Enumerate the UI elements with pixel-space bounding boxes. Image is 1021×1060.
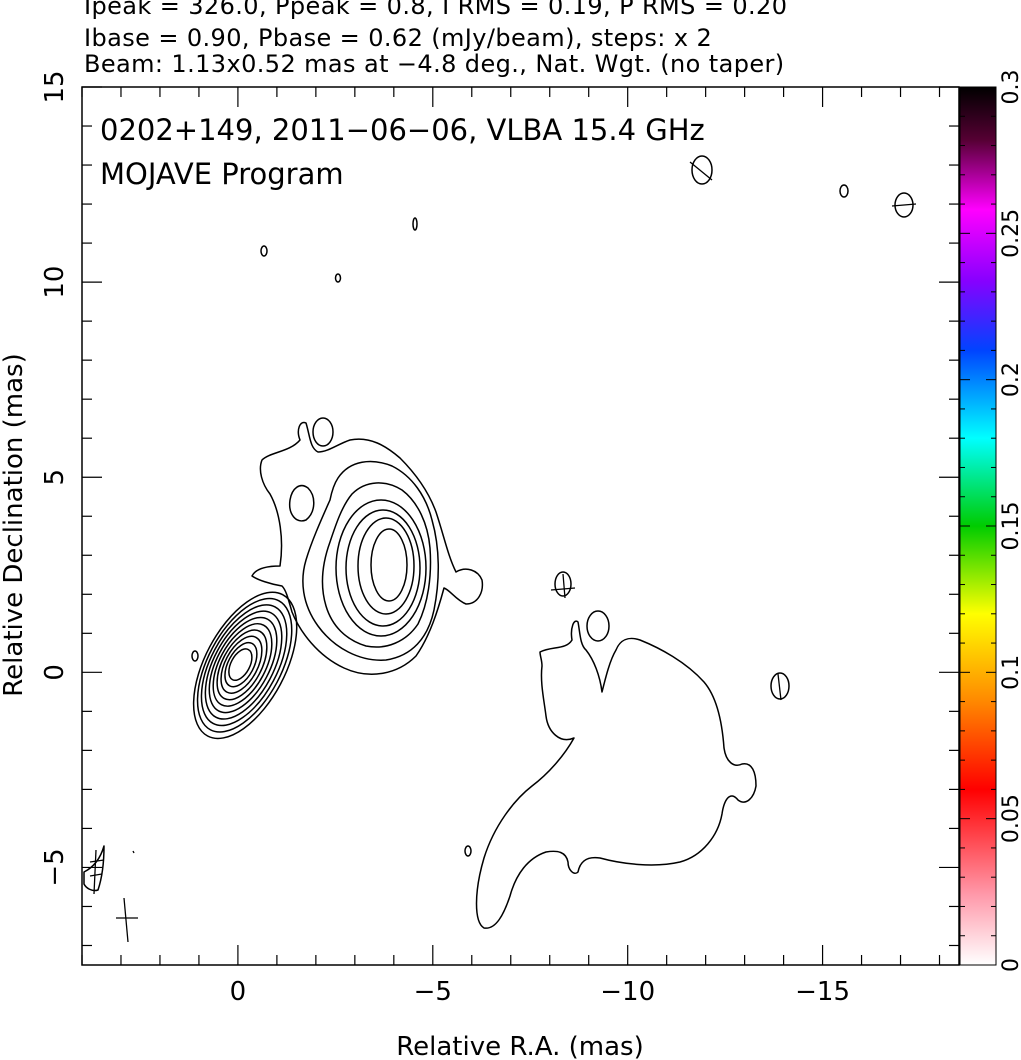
- map-title: 0202+149, 2011−06−06, VLBA 15.4 GHz: [100, 113, 705, 147]
- y-axis-label: Relative Declination (mas): [0, 353, 29, 696]
- core-contour: [192, 591, 298, 740]
- colorbar-tick-label: 0.2: [999, 362, 1021, 397]
- knot-contour-5: [345, 509, 421, 627]
- noise-contour: [770, 672, 790, 700]
- header-line-3: Beam: 1.13x0.52 mas at −4.8 deg., Nat. W…: [84, 50, 785, 78]
- core-contour: [228, 648, 253, 682]
- knot-blob-contour: [312, 417, 334, 447]
- pol-vector: [891, 203, 917, 207]
- noise-contour: [191, 650, 199, 662]
- pol-vectors: [89, 161, 917, 943]
- noise-contour: [839, 184, 849, 198]
- pol-vector: [550, 587, 576, 591]
- y-tick-label: 15: [40, 70, 70, 103]
- y-tick-label: 0: [40, 664, 70, 681]
- plot-frame: [81, 86, 960, 966]
- core-contour: [204, 610, 283, 720]
- pol-vector: [89, 873, 103, 877]
- pol-vector: [89, 859, 105, 863]
- knot-contour-4: [335, 499, 427, 637]
- contours: [83, 155, 914, 929]
- x-tick-label: −5: [414, 977, 452, 1007]
- core-contour: [208, 616, 278, 714]
- core-contour: [200, 604, 288, 727]
- lobe-contour: [475, 620, 757, 929]
- x-tick-label: −15: [795, 977, 850, 1007]
- header-line-2: Ibase = 0.90, Pbase = 0.62 (mJy/beam), s…: [84, 24, 713, 52]
- colorbar-tick-label: 0.25: [999, 209, 1021, 258]
- colorbar-tick-label: 0.1: [999, 655, 1021, 690]
- core-contour: [224, 641, 258, 688]
- knot-side-contour: [288, 484, 315, 522]
- knot-contour-3: [321, 482, 432, 648]
- colorbar-tick-labels: 0 0.05 0.1 0.15 0.2 0.25 0.3: [960, 70, 1021, 972]
- y-tick-label: 5: [40, 469, 70, 486]
- core-contour: [212, 623, 273, 707]
- noise-contour: [260, 245, 268, 257]
- y-tick-label: 10: [40, 266, 70, 299]
- x-tick-label: −10: [600, 977, 655, 1007]
- axis-ticks: [81, 86, 959, 965]
- map-subtitle: MOJAVE Program: [100, 157, 344, 191]
- noise-contour: [554, 571, 572, 597]
- noise-contour: [412, 217, 418, 231]
- core-contour: [216, 629, 268, 701]
- pol-vector: [777, 673, 782, 701]
- colorbar-tick-label: 0.15: [999, 502, 1021, 551]
- noise-contour: [691, 155, 713, 185]
- core-contour: [220, 635, 263, 694]
- core-contour: [196, 597, 293, 733]
- colorbar-tick-label: 0.3: [999, 70, 1021, 105]
- x-axis-label: Relative R.A. (mas): [396, 1032, 643, 1060]
- colorbar-tick-label: 0.05: [999, 794, 1021, 843]
- y-tick-label: −5: [40, 848, 70, 886]
- noise-contour: [894, 192, 914, 218]
- core-contours: [192, 591, 298, 740]
- header-line-1: Ipeak = 326.0, Ppeak = 0.8, I RMS = 0.19…: [84, 0, 788, 20]
- knot-contour-2: [302, 460, 439, 661]
- pol-vector: [689, 161, 713, 181]
- pol-vector: [562, 573, 566, 599]
- x-tick-label: 0: [230, 977, 247, 1007]
- knot-contour-6: [357, 517, 415, 615]
- pol-vector: [132, 850, 135, 854]
- axis-tick-labels: 0 −5 −10 −15 −5 0 5 10 15: [40, 70, 850, 1007]
- colorbar-tick-label: 0: [999, 958, 1021, 972]
- noise-contour: [464, 845, 472, 857]
- knot-outer-contour: [251, 421, 484, 675]
- lobe-blob-contour: [586, 610, 610, 642]
- pol-vector: [93, 849, 97, 895]
- beam-cross-vertical: [123, 897, 129, 943]
- noise-contour: [334, 273, 342, 283]
- knot-contour-7: [370, 528, 408, 602]
